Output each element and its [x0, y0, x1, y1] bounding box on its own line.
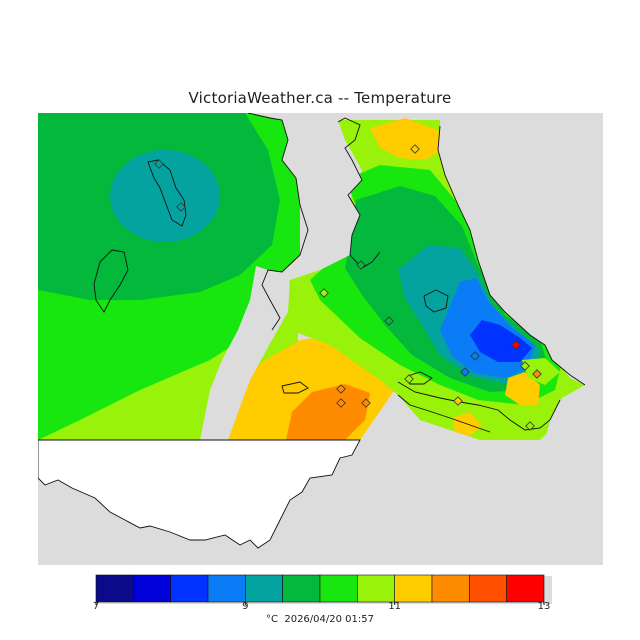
colorbar-swatch [133, 574, 171, 603]
colorbar-swatches [95, 574, 545, 603]
colorbar-swatch [319, 574, 358, 603]
station-marker[interactable] [520, 361, 530, 371]
colorbar-swatch [431, 574, 470, 603]
station-marker[interactable] [511, 340, 521, 350]
station-marker[interactable] [384, 316, 394, 326]
station-marker[interactable] [356, 260, 366, 270]
station-marker[interactable] [410, 144, 420, 154]
colorbar-swatch [469, 574, 507, 603]
colorbar-swatch [394, 574, 433, 603]
station-marker[interactable] [453, 396, 463, 406]
east-temperature-field [282, 118, 585, 440]
station-marker[interactable] [361, 398, 371, 408]
station-marker[interactable] [532, 369, 542, 379]
station-marker[interactable] [319, 288, 329, 298]
colorbar-ticks [95, 602, 545, 605]
colorbar-tick-label: 11 [388, 601, 402, 612]
colorbar-swatch [506, 574, 545, 603]
station-marker[interactable] [404, 374, 414, 384]
colorbar-swatch [170, 574, 209, 603]
southern-land [38, 439, 361, 549]
station-marker[interactable] [336, 384, 346, 394]
station-marker[interactable] [460, 367, 470, 377]
station-marker[interactable] [470, 351, 480, 361]
colorbar-swatch [95, 574, 134, 603]
colorbar-tick-label: 9 [242, 601, 249, 612]
colorbar-tick-label: 13 [537, 601, 551, 612]
legend-footer: °C 2026/04/20 01:57 [0, 614, 640, 625]
map-title: VictoriaWeather.ca -- Temperature [188, 89, 452, 107]
teal-cool-zone-west [110, 150, 220, 242]
coastlines [93, 113, 586, 433]
station-marker[interactable] [176, 202, 186, 212]
legend-unit: °C [266, 614, 278, 625]
colorbar-swatch [282, 574, 321, 603]
west-temperature-field [38, 113, 400, 440]
station-marker[interactable] [154, 159, 164, 169]
colorbar-swatch [207, 574, 246, 603]
water-mask [200, 113, 603, 440]
legend-timestamp: 2026/04/20 01:57 [284, 614, 374, 625]
colorbar-swatch [357, 574, 395, 603]
colorbar-swatch [245, 574, 283, 603]
station-marker[interactable] [525, 421, 535, 431]
colorbar-tick-label: 7 [92, 601, 100, 612]
station-markers [154, 144, 542, 431]
station-marker[interactable] [336, 398, 346, 408]
